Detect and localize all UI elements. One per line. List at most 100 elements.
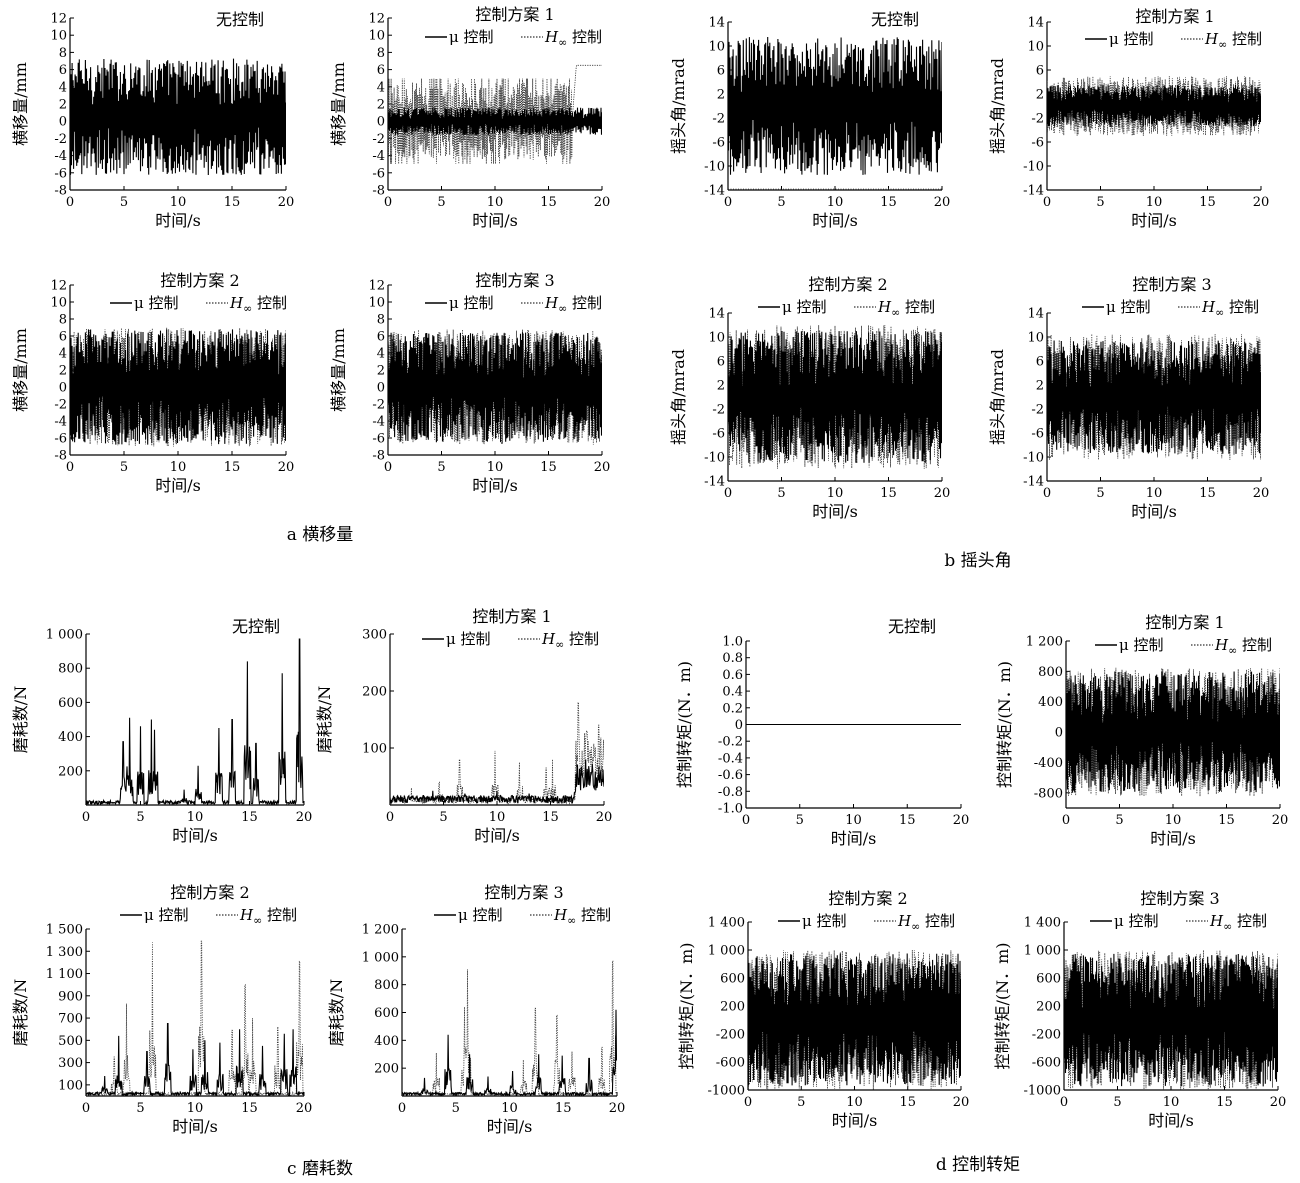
legend-mu-label: μ 控制 (134, 294, 179, 312)
panel-title: 无控制 (216, 10, 264, 29)
legend-hinf-subscript: ∞ (555, 638, 564, 651)
y-tick-label: -8 (372, 449, 385, 464)
y-tick-label: 1 000 (708, 944, 745, 959)
x-tick-label: 10 (827, 195, 844, 210)
y-tick-label: -10 (1023, 451, 1044, 466)
x-tick-label: 5 (777, 486, 785, 501)
legend-hinf-rest: 控制 (1224, 298, 1259, 316)
panel-d1: 0 5 10 15 20 -1.0 -0.8 -0.6 -0.4-0.2 0 0.20.4 0.6 0.… (675, 617, 969, 848)
y-axis-label: 控制转矩/(N．m) (677, 942, 696, 1069)
series-line-mu (70, 329, 286, 445)
y-tick-label: 1.0 (722, 635, 743, 650)
y-tick-label: 100 (362, 742, 387, 757)
legend-hinf-subscript: ∞ (558, 36, 567, 49)
panel-title: 控制方案 1 (472, 607, 551, 626)
y-tick-label: 14 (1027, 307, 1044, 322)
y-tick-label: 600 (58, 696, 83, 711)
y-tick-label: 800 (1038, 665, 1063, 680)
series-line-none (728, 36, 942, 175)
y-tick-label: 400 (1038, 695, 1063, 710)
series-line-none (86, 638, 304, 805)
x-tick-label: 0 (1060, 1095, 1068, 1110)
series-line-mu (1047, 84, 1261, 128)
y-tick-label: -4 (372, 149, 385, 164)
legend-hinf-label: H∞ 控制 (553, 906, 611, 927)
y-tick-label: 4 (377, 347, 385, 362)
y-axis-label: 横移量/mm (11, 328, 30, 412)
y-tick-label: 12 (50, 12, 67, 27)
series-line-mu (402, 1009, 617, 1096)
y-tick-label: 2 (377, 98, 385, 113)
x-tick-label: 5 (1096, 486, 1104, 501)
y-tick-label: -600 (1032, 1056, 1061, 1071)
panel-title: 无控制 (871, 10, 919, 29)
y-tick-label: 0.4 (722, 685, 743, 700)
series-line-mu (1066, 671, 1280, 793)
series-line-mu (388, 107, 602, 135)
y-tick-label: 4 (59, 347, 67, 362)
y-tick-label: 6 (1036, 64, 1044, 79)
y-axis-label: 摇头角/mrad (669, 349, 688, 445)
legend-mu-label: μ 控制 (782, 298, 827, 316)
x-tick-label: 10 (1165, 813, 1182, 828)
x-axis-label: 时间/s (472, 211, 518, 230)
y-tick-label: 600 (374, 1006, 399, 1021)
y-axis-label: 摇头角/mrad (988, 349, 1007, 445)
x-tick-label: 15 (899, 1095, 916, 1110)
y-tick-label: 14 (1027, 16, 1044, 31)
panel-title: 控制方案 2 (160, 271, 239, 290)
x-tick-label: 15 (540, 460, 557, 475)
y-tick-label: 10 (368, 296, 385, 311)
panel-a1: 0 5 10 15 20 -8 -6 -4 -2 0 2 4 6 8 10 12 时间/s 横移量/mm 无控制 (11, 10, 294, 230)
y-tick-label: -1.0 (718, 802, 743, 817)
y-axis-label: 摇头角/mrad (669, 58, 688, 154)
legend-hinf-rest: 控制 (920, 912, 955, 930)
panel-b1: 0 5 10 15 20 -14 -10 -6 -2 2 6 10 14 时间/s 摇头角/mrad 无控制 (669, 10, 950, 230)
series-line-hinf (388, 64, 602, 164)
x-tick-label: 0 (1062, 813, 1070, 828)
panel-b4: 0 5 10 15 20 -14 -10 -6 -2 2 6 10 14 时间/s 摇头角/mrad 控制方案… (988, 275, 1269, 521)
y-tick-label: 1 300 (46, 945, 83, 960)
legend-hinf-rest: 控制 (900, 298, 935, 316)
x-tick-label: 0 (386, 810, 394, 825)
legend-hinf-label: H∞ 控制 (1201, 298, 1259, 319)
legend-hinf-label: H∞ 控制 (541, 630, 599, 651)
y-tick-label: 10 (368, 29, 385, 44)
legend: μ 控制 H∞ 控制 (1085, 30, 1262, 51)
legend-hinf-subscript: ∞ (567, 914, 576, 927)
legend-mu-label: μ 控制 (1109, 30, 1154, 48)
y-tick-label: -6 (712, 136, 725, 151)
panel-title: 控制方案 3 (475, 271, 554, 290)
x-axis-label: 时间/s (172, 1117, 218, 1136)
legend-hinf-rest: 控制 (1227, 30, 1262, 48)
y-tick-label: -14 (1023, 184, 1044, 199)
legend-mu-label: μ 控制 (1106, 298, 1151, 316)
y-tick-label: 1 000 (46, 628, 83, 643)
y-tick-label: 900 (58, 989, 83, 1004)
x-tick-label: 15 (1216, 1095, 1233, 1110)
y-tick-label: 2 (1036, 88, 1044, 103)
x-axis-label: 时间/s (1148, 1111, 1194, 1130)
y-tick-label: 10 (708, 331, 725, 346)
y-tick-label: 2 (377, 364, 385, 379)
x-tick-label: 10 (1146, 195, 1163, 210)
x-tick-label: 20 (278, 460, 295, 475)
y-tick-label: 6 (59, 330, 67, 345)
y-tick-label: -8 (54, 449, 67, 464)
y-tick-label: 2 (717, 379, 725, 394)
x-tick-label: 15 (880, 195, 897, 210)
x-tick-label: 5 (1096, 195, 1104, 210)
panel-title: 无控制 (232, 617, 280, 636)
panel-title: 控制方案 2 (170, 883, 249, 902)
legend-hinf-rest: 控制 (1232, 912, 1267, 930)
series-line-mu (1064, 953, 1278, 1087)
y-tick-label: -6 (712, 427, 725, 442)
x-tick-label: 15 (224, 460, 241, 475)
legend: μ 控制 H∞ 控制 (1082, 298, 1259, 319)
legend-mu-label: μ 控制 (449, 294, 494, 312)
y-tick-label: 1 000 (1024, 944, 1061, 959)
x-tick-label: 20 (953, 1095, 970, 1110)
y-tick-label: 1 400 (1024, 916, 1061, 931)
